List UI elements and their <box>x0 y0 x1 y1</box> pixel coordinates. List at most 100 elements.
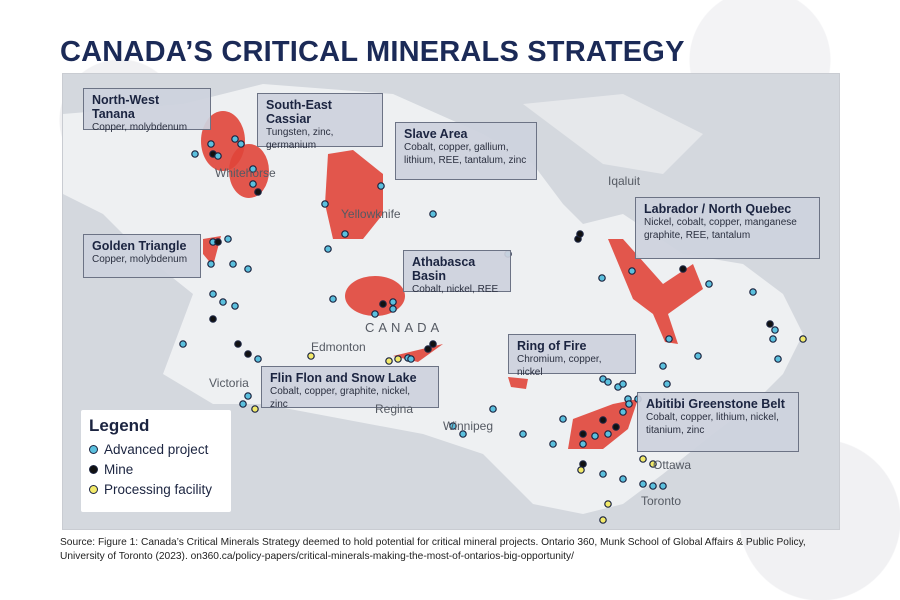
advanced-project-marker <box>519 430 527 438</box>
mine-marker <box>209 315 217 323</box>
processing-facility-icon <box>89 484 98 494</box>
legend-item-advanced-project: Advanced project <box>89 439 223 459</box>
advanced-project-marker <box>179 340 187 348</box>
processing-facility-marker <box>394 355 402 363</box>
region-minerals: Cobalt, copper, graphite, nickel, zinc <box>270 386 411 410</box>
mine-marker <box>244 350 252 358</box>
processing-facility-marker <box>604 500 612 508</box>
advanced-project-marker <box>604 430 612 438</box>
city-iqaluit: Iqaluit <box>608 174 641 188</box>
region-minerals: Nickel, cobalt, copper, manganese graphi… <box>644 217 797 241</box>
advanced-project-marker <box>663 380 671 388</box>
region-name: Athabasca Basin <box>412 255 476 283</box>
region-label-labrador: Labrador / North Quebec Nickel, cobalt, … <box>635 197 820 259</box>
region-name: Abitibi Greenstone Belt <box>646 397 785 411</box>
mine-marker <box>254 188 262 196</box>
region-label-ring-of-fire: Ring of Fire Chromium, copper, nickel <box>508 334 636 378</box>
city-whitehorse: Whitehorse <box>215 166 276 180</box>
region-minerals: Cobalt, nickel, REE <box>412 284 499 295</box>
advanced-project-marker <box>649 482 657 490</box>
legend-title: Legend <box>89 416 150 435</box>
mine-marker <box>234 340 242 348</box>
advanced-project-marker <box>774 355 782 363</box>
mine-icon <box>89 464 98 474</box>
advanced-project-marker <box>639 480 647 488</box>
region-minerals: Cobalt, copper, lithium, nickel, titaniu… <box>646 412 779 436</box>
advanced-project-marker <box>231 135 239 143</box>
region-minerals: Chromium, copper, nickel <box>517 354 602 378</box>
advanced-project-marker <box>239 400 247 408</box>
mine-marker <box>579 430 587 438</box>
processing-facility-marker <box>307 352 315 360</box>
advanced-project-marker <box>619 380 627 388</box>
region-name: Slave Area <box>404 127 468 141</box>
advanced-project-marker <box>625 400 633 408</box>
advanced-project-marker <box>771 326 779 334</box>
region-shape-slave <box>325 150 383 239</box>
processing-facility-marker <box>639 455 647 463</box>
advanced-project-marker <box>191 150 199 158</box>
advanced-project-marker <box>341 230 349 238</box>
advanced-project-marker <box>604 378 612 386</box>
legend-label: Processing facility <box>104 481 213 497</box>
advanced-project-marker <box>224 235 232 243</box>
mine-marker <box>214 238 222 246</box>
region-label-golden-triangle: Golden Triangle Copper, molybdenum <box>83 234 201 278</box>
landmass-baffin <box>523 94 703 174</box>
advanced-project-marker <box>389 305 397 313</box>
region-name: Labrador / North Quebec <box>644 202 792 216</box>
country-canada: CANADA <box>365 320 444 335</box>
advanced-project-marker <box>694 352 702 360</box>
advanced-project-marker <box>599 470 607 478</box>
region-shape-athabasca <box>345 276 405 316</box>
map-canvas <box>63 84 807 524</box>
region-minerals: Cobalt, copper, gallium, lithium, REE, t… <box>404 142 527 166</box>
advanced-project-marker <box>659 362 667 370</box>
legend-item-processing-facility: Processing facility <box>89 479 223 499</box>
advanced-project-marker <box>249 180 257 188</box>
advanced-project-marker <box>207 260 215 268</box>
mine-marker <box>679 265 687 273</box>
advanced-project-marker <box>229 260 237 268</box>
processing-facility-marker <box>799 335 807 343</box>
advanced-project-marker <box>389 298 397 306</box>
mine-marker <box>576 230 584 238</box>
advanced-project-marker <box>449 422 457 430</box>
advanced-project-marker <box>219 298 227 306</box>
advanced-project-marker <box>559 415 567 423</box>
advanced-project-marker <box>665 335 673 343</box>
legend-label: Mine <box>104 461 134 477</box>
region-minerals: Tungsten, zinc, germanium <box>266 127 334 151</box>
map: North-West Tanana Copper, molybdenum Sou… <box>62 73 840 530</box>
region-shape-labrador <box>608 239 703 344</box>
region-label-slave: Slave Area Cobalt, copper, gallium, lith… <box>395 122 537 180</box>
processing-facility-marker <box>649 460 657 468</box>
legend: Legend Advanced project Mine Processing … <box>81 410 231 512</box>
mine-marker <box>379 300 387 308</box>
advanced-project-icon <box>89 444 98 454</box>
region-label-se-cassiar: South-East Cassiar Tungsten, zinc, germa… <box>257 93 383 151</box>
advanced-project-marker <box>324 245 332 253</box>
mine-marker <box>599 416 607 424</box>
advanced-project-marker <box>207 140 215 148</box>
region-label-athabasca: Athabasca Basin Cobalt, nickel, REE <box>403 250 511 295</box>
advanced-project-marker <box>329 295 337 303</box>
region-name: Ring of Fire <box>517 339 587 353</box>
city-regina: Regina <box>375 402 414 416</box>
processing-facility-marker <box>599 516 607 524</box>
advanced-project-marker <box>244 392 252 400</box>
region-name: North-West Tanana <box>92 93 160 121</box>
processing-facility-marker <box>251 405 259 413</box>
legend-label: Advanced project <box>104 441 209 457</box>
city-yellowknife: Yellowknife <box>341 207 401 221</box>
city-edmonton: Edmonton <box>311 340 366 354</box>
mine-marker <box>612 423 620 431</box>
region-label-flin-flon: Flin Flon and Snow Lake Cobalt, copper, … <box>261 366 439 410</box>
region-minerals: Copper, molybdenum <box>92 122 188 133</box>
city-victoria: Victoria <box>209 376 249 390</box>
advanced-project-marker <box>237 140 245 148</box>
advanced-project-marker <box>659 482 667 490</box>
advanced-project-marker <box>628 267 636 275</box>
mine-marker <box>429 340 437 348</box>
processing-facility-marker <box>577 466 585 474</box>
